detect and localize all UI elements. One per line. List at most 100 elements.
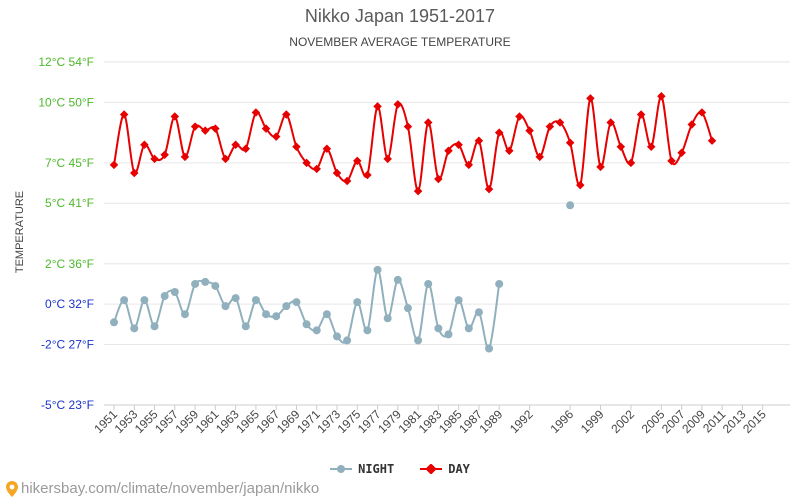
day-data-point bbox=[707, 136, 717, 145]
legend-item-night[interactable]: NIGHT bbox=[330, 462, 394, 476]
day-data-point bbox=[170, 112, 180, 121]
night-data-point bbox=[393, 275, 402, 284]
series-lines bbox=[109, 92, 717, 353]
day-data-point bbox=[484, 184, 494, 194]
day-data-point bbox=[160, 150, 169, 160]
day-data-point bbox=[454, 140, 463, 149]
day-data-point bbox=[444, 146, 453, 156]
night-data-point bbox=[211, 281, 220, 290]
night-data-point bbox=[322, 310, 331, 319]
night-data-point bbox=[241, 322, 250, 331]
day-data-point bbox=[474, 136, 484, 145]
night-data-point bbox=[262, 310, 271, 319]
x-tick-label: 1989 bbox=[477, 407, 506, 436]
legend-item-day[interactable]: DAY bbox=[420, 462, 470, 476]
day-series-line bbox=[113, 95, 713, 193]
x-tick-label: 1999 bbox=[578, 407, 607, 436]
night-data-point bbox=[454, 296, 463, 305]
day-data-point bbox=[413, 186, 423, 196]
night-data-point bbox=[343, 336, 352, 345]
day-data-point bbox=[586, 94, 595, 103]
day-data-point bbox=[282, 110, 291, 119]
night-data-point bbox=[140, 296, 149, 305]
day-data-point bbox=[697, 108, 707, 117]
day-data-point bbox=[657, 92, 666, 101]
night-data-point bbox=[130, 324, 139, 333]
night-data-point bbox=[191, 279, 200, 288]
night-data-point bbox=[231, 294, 240, 303]
y-tick-label: 0°C 32°F bbox=[45, 297, 94, 311]
location-pin-icon bbox=[6, 480, 18, 497]
y-tick-label: 7°C 45°F bbox=[45, 156, 94, 170]
day-data-point bbox=[363, 170, 372, 180]
chart-subtitle: NOVEMBER AVERAGE TEMPERATURE bbox=[289, 35, 511, 49]
night-data-point bbox=[292, 298, 301, 307]
day-data-point bbox=[200, 126, 210, 135]
day-data-point bbox=[119, 110, 129, 119]
day-data-point bbox=[221, 154, 230, 164]
x-axis-ticks: 1951195319551957195919611963196519671969… bbox=[91, 405, 769, 436]
x-tick-label: 2015 bbox=[740, 407, 769, 436]
day-series-icon bbox=[420, 464, 443, 474]
night-data-point bbox=[160, 292, 169, 301]
night-data-point bbox=[120, 296, 129, 305]
night-data-point bbox=[363, 326, 372, 335]
day-data-point bbox=[464, 160, 474, 170]
day-data-point bbox=[150, 154, 159, 164]
night-data-point bbox=[312, 326, 321, 335]
source-link[interactable]: hikersbay.com/climate/november/japan/nik… bbox=[6, 480, 319, 497]
night-data-point bbox=[221, 302, 230, 311]
day-data-point bbox=[505, 146, 514, 156]
night-data-point bbox=[444, 330, 453, 339]
night-data-point bbox=[353, 298, 362, 307]
night-data-point bbox=[414, 336, 423, 345]
day-data-point bbox=[525, 126, 534, 135]
night-data-point bbox=[434, 324, 443, 333]
y-tick-label: -2°C 27°F bbox=[41, 337, 94, 351]
day-data-point bbox=[312, 164, 321, 174]
day-data-point bbox=[342, 176, 352, 186]
legend-label-night: NIGHT bbox=[358, 462, 395, 476]
night-data-point bbox=[282, 302, 291, 311]
night-series-icon bbox=[330, 465, 353, 473]
chart-legend: NIGHT DAY bbox=[0, 462, 800, 476]
night-data-point bbox=[333, 332, 341, 341]
day-data-point bbox=[332, 168, 342, 178]
day-data-point bbox=[373, 102, 382, 111]
day-data-point bbox=[211, 124, 220, 133]
day-data-point bbox=[434, 174, 443, 184]
day-data-point bbox=[231, 140, 240, 149]
day-data-point bbox=[130, 168, 139, 178]
day-data-point bbox=[261, 124, 271, 133]
night-data-point bbox=[272, 312, 281, 321]
night-data-point bbox=[251, 296, 260, 305]
night-data-point bbox=[424, 279, 433, 288]
y-tick-label: -5°C 23°F bbox=[41, 398, 94, 412]
night-data-point bbox=[566, 201, 575, 210]
day-data-point bbox=[494, 128, 504, 137]
night-data-point bbox=[110, 318, 118, 327]
night-data-point bbox=[201, 277, 210, 286]
day-data-point bbox=[109, 160, 119, 170]
day-data-point bbox=[302, 158, 311, 168]
x-tick-label: 2002 bbox=[608, 407, 637, 436]
day-data-point bbox=[403, 122, 413, 131]
y-tick-label: 10°C 50°F bbox=[38, 95, 94, 109]
day-data-point bbox=[251, 108, 261, 117]
day-data-point bbox=[626, 158, 636, 168]
y-tick-label: 12°C 54°F bbox=[38, 55, 94, 69]
day-data-point bbox=[687, 120, 697, 129]
night-data-point bbox=[464, 324, 473, 333]
night-data-point bbox=[180, 310, 189, 319]
y-axis-ticks: 12°C 54°F 10°C 50°F 7°C 45°F 5°C 41°F 2°C 36… bbox=[38, 55, 94, 412]
day-data-point bbox=[292, 142, 301, 151]
day-data-point bbox=[271, 132, 281, 141]
day-data-point bbox=[190, 122, 200, 131]
night-data-point bbox=[474, 308, 483, 317]
day-data-point bbox=[353, 156, 362, 166]
day-data-point bbox=[393, 100, 403, 109]
y-tick-label: 2°C 36°F bbox=[45, 257, 94, 271]
day-data-point bbox=[515, 112, 524, 121]
day-data-point bbox=[565, 138, 575, 147]
